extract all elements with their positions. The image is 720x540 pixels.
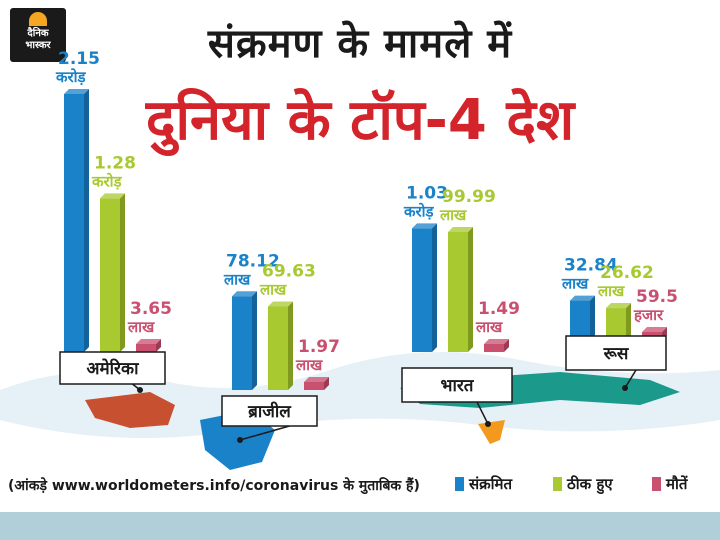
value-label: 2.15 [58, 49, 100, 69]
logo-text: भास्कर [25, 40, 51, 51]
unit-label: लाख [475, 318, 503, 336]
bar-0-0 [64, 94, 84, 352]
bar-side-3-0 [590, 295, 595, 340]
bar-top-1-0 [232, 291, 257, 297]
country-label: अमेरिका [87, 358, 140, 379]
bar-side-2-1 [468, 227, 473, 352]
bar-side-1-2 [324, 377, 329, 390]
bar-top-3-0 [570, 295, 595, 301]
bar-0-2 [136, 344, 156, 352]
bar-top-2-1 [448, 227, 473, 233]
bar-top-2-2 [484, 339, 509, 344]
title-line-2: दुनिया के टॉप-4 देश [145, 88, 575, 153]
bar-top-0-0 [64, 89, 89, 94]
legend-item-infected: संक्रमित [455, 474, 512, 494]
legend-label: संक्रमित [469, 475, 513, 493]
country-box [565, 335, 667, 371]
callout-dot [137, 387, 143, 393]
callout-dot [622, 385, 628, 391]
value-label: 78.12 [226, 251, 280, 271]
logo-text: दैनिक [27, 28, 49, 39]
bar-2-2 [484, 344, 504, 352]
value-label: 69.63 [262, 261, 316, 281]
unit-label: हजार [633, 306, 664, 324]
unit-label: लाख [439, 206, 467, 224]
bar-top-1-1 [268, 301, 293, 307]
unit-label: लाख [127, 318, 155, 336]
legend-label: ठीक हुए [567, 475, 613, 493]
value-label: 1.49 [478, 299, 520, 319]
bar-side-0-0 [84, 89, 89, 352]
value-label: 26.62 [600, 263, 654, 283]
country-label: भारत [441, 376, 475, 396]
bar-top-2-0 [412, 223, 437, 229]
unit-label: लाख [295, 356, 323, 374]
bar-3-1 [606, 308, 626, 340]
bar-top-3-2 [642, 327, 667, 332]
value-label: 1.97 [298, 337, 340, 357]
bar-side-1-0 [252, 291, 257, 390]
value-label: 59.5 [636, 287, 678, 307]
bar-1-1 [268, 306, 288, 390]
unit-label: लाख [259, 280, 287, 298]
bar-2-1 [448, 232, 468, 352]
india-map-shape [478, 420, 505, 444]
legend-label: मौतें [666, 475, 688, 493]
callout-line [624, 369, 637, 389]
usa-map-shape [85, 392, 175, 428]
bar-1-0 [232, 296, 252, 390]
country-box [59, 351, 166, 385]
unit-label: करोड़ [403, 202, 435, 220]
unit-label: लाख [561, 275, 589, 293]
country-label: ब्राजील [247, 401, 292, 422]
legend-item-deaths: मौतें [652, 474, 687, 494]
value-label: 3.65 [130, 299, 172, 319]
bar-1-2 [304, 382, 324, 390]
bar-top-1-2 [304, 377, 329, 382]
value-label: 1.03 [406, 183, 448, 203]
bar-0-1 [100, 198, 120, 352]
legend-swatch [652, 477, 661, 491]
crowd-decoration [0, 512, 720, 540]
unit-label: करोड़ [91, 172, 123, 190]
bar-side-0-1 [120, 193, 125, 352]
bar-side-1-1 [288, 301, 293, 390]
bar-top-0-2 [136, 339, 161, 344]
legend-item-recovered: ठीक हुए [553, 474, 613, 494]
bar-2-0 [412, 228, 432, 352]
value-label: 32.84 [564, 256, 618, 276]
unit-label: करोड़ [55, 68, 87, 86]
legend-swatch [553, 477, 562, 491]
source-note: (आंकड़े www.worldometers.info/coronaviru… [8, 478, 420, 494]
bar-side-0-2 [156, 339, 161, 352]
unit-label: लाख [223, 270, 251, 288]
value-label: 1.28 [94, 153, 136, 173]
legend-swatch [455, 477, 464, 491]
callout-line [476, 401, 489, 425]
value-label: 99.99 [442, 187, 496, 207]
bar-top-0-1 [100, 193, 125, 199]
bar-top-3-1 [606, 303, 631, 309]
unit-label: लाख [597, 282, 625, 300]
bar-side-2-0 [432, 223, 437, 352]
bar-3-0 [570, 300, 590, 340]
callout-line [239, 425, 290, 441]
country-box [221, 395, 318, 427]
sun-icon [29, 12, 47, 26]
title-line-1: संक्रमण के मामले में [207, 21, 513, 67]
callout-dot [485, 421, 491, 427]
callout-dot [237, 437, 243, 443]
bar-side-2-2 [504, 339, 509, 352]
logo: दैनिक भास्कर [10, 8, 66, 62]
country-box [401, 367, 513, 403]
bar-side-3-1 [626, 303, 631, 340]
country-label: रूस [603, 344, 630, 364]
